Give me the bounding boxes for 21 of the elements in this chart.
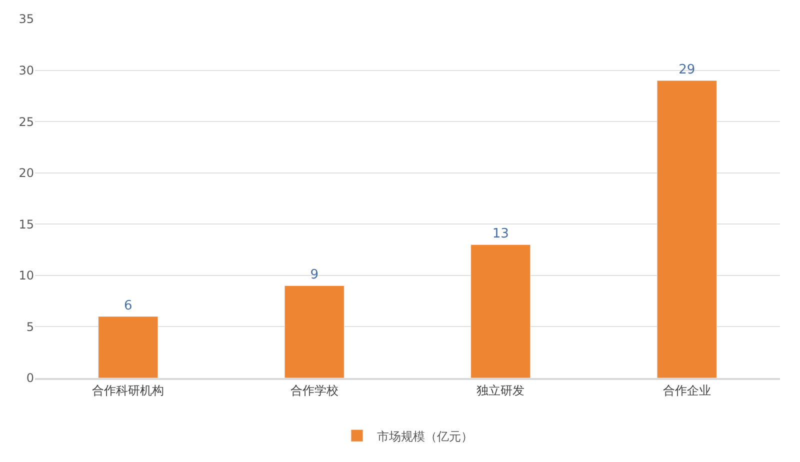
data-label: 29 (678, 62, 696, 78)
data-label: 9 (310, 268, 319, 283)
y-tick-label: 0 (26, 371, 34, 386)
x-tick-label: 独立研发 (476, 383, 525, 398)
bar (656, 80, 717, 378)
legend-label: 市场规模（亿元） (377, 429, 473, 444)
data-label: 13 (492, 226, 509, 242)
data-label: 6 (124, 298, 132, 314)
bar (98, 316, 158, 378)
y-tick-label: 20 (18, 166, 34, 180)
y-tick-label: 35 (18, 12, 34, 26)
y-tick-label: 15 (18, 217, 34, 232)
y-tick-label: 10 (18, 268, 34, 283)
bar (284, 285, 344, 378)
x-tick-label: 合作科研机构 (92, 383, 164, 398)
bar (470, 244, 531, 378)
x-tick-label: 合作学校 (290, 383, 338, 398)
y-tick-label: 30 (18, 63, 34, 78)
x-tick-label: 合作企业 (662, 383, 711, 398)
y-tick-label: 5 (26, 320, 34, 334)
y-tick-label: 25 (18, 114, 34, 129)
